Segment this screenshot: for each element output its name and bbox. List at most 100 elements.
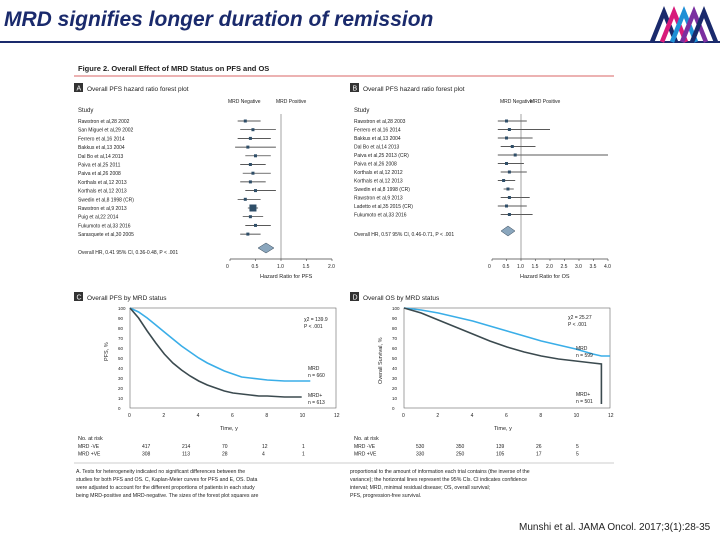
forest-overall-diamond [257,242,275,254]
at-risk-value: 417 [142,444,151,450]
km-curve [129,307,302,398]
forest-study-label: Rawstron et al,9 2013 [354,196,403,202]
at-risk-value: 5 [576,444,579,450]
axis-tick-label: 8 [539,413,542,419]
panel-a-title: Overall PFS hazard ratio forest plot [87,86,189,93]
panel-d-neg-label: MRD [576,346,588,352]
axis-tick-label: 2.5 [561,264,568,270]
panel-b-letter: B [353,86,358,93]
forest-study-label: Paiva et al,25 2013 (CR) [354,153,409,159]
panel-c-x-label: Time, y [220,426,238,432]
forest-study-label: Korthals et al,12 2012 [354,170,403,176]
axis-tick-label: 20 [392,386,398,391]
forest-square [506,187,510,191]
axis-tick-label: 90 [118,316,124,321]
at-risk-label: MRD -VE [78,444,100,450]
panel-b-overall: Overall HR, 0.57 95% CI, 0.46-0.71, P < … [354,232,454,238]
panel-d-at-risk-title: No. at risk [354,436,379,442]
panel-d-y-label: Overall Survival, % [378,337,384,384]
at-risk-value: 214 [182,444,191,450]
forest-study-label: Puig et al,22 2014 [78,215,119,221]
panel-a-x-label: Hazard Ratio for PFS [260,274,313,280]
panel-c-at-risk-title: No. at risk [78,436,103,442]
forest-study-label: Rawstron et al,28 2003 [354,119,406,125]
forest-square [507,196,511,199]
axis-tick-label: 70 [392,336,398,341]
axis-tick-label: 30 [392,376,398,381]
forest-square [251,171,255,175]
forest-square [248,163,252,166]
forest-square [248,215,252,219]
axis-tick-label: 12 [608,413,614,419]
forest-study-label: Dal Bo et al,14 2013 [78,154,124,160]
forest-square [243,119,247,123]
slide-title: MRD signifies longer duration of remissi… [4,8,434,31]
at-risk-value: 12 [262,444,268,450]
footnote-line: PFS, progression-free survival. [350,493,421,499]
forest-square [510,145,514,148]
axis-tick-label: 6 [505,413,508,419]
axis-tick-label: 2.0 [546,264,553,270]
axis-tick-label: 12 [334,413,340,419]
forest-square [513,153,517,157]
forest-study-label: Korthals et al,12 2013 [354,179,403,185]
at-risk-value: 308 [142,452,151,458]
axis-tick-label: 60 [392,346,398,351]
footnote-line: proportional to the amount of informatio… [350,469,530,475]
panel-a-forest-plot: A Overall PFS hazard ratio forest plot S… [74,83,335,280]
axis-tick-label: 2 [162,413,165,419]
km-curve [403,307,610,357]
panel-c-pos-label: MRD+ [308,393,322,399]
panel-c-neg-label: MRD [308,366,320,372]
axis-tick-label: 4 [471,413,474,419]
forest-study-label: Rawstron et al,28 2002 [78,119,130,125]
at-risk-value: 330 [416,452,425,458]
at-risk-value: 1 [302,444,305,450]
at-risk-label: MRD +VE [78,452,101,458]
forest-study-label: Paiva et al,26 2008 [78,171,121,177]
panel-c-y-label: PFS, % [104,342,110,361]
forest-study-label: Swedin et al,8 1998 (CR) [354,187,410,193]
axis-tick-label: 90 [392,316,398,321]
axis-tick-label: 4 [197,413,200,419]
axis-tick-label: 0 [128,413,131,419]
forest-square [249,204,257,212]
axis-tick-label: 10 [574,413,580,419]
forest-study-label: Bakkus et al,13 2004 [354,136,401,142]
axis-tick-label: 100 [392,306,400,311]
axis-tick-label: 40 [392,366,398,371]
forest-square [243,197,247,201]
forest-square [507,213,511,216]
journal-figure: Figure 2. Overall Effect of MRD Status o… [74,64,614,499]
at-risk-value: 113 [182,452,190,458]
forest-study-label: Ferrero et al,16 2014 [78,136,125,142]
axis-tick-label: 50 [392,356,398,361]
panel-a-letter: A [77,86,82,93]
at-risk-value: 530 [416,444,425,450]
axis-tick-label: 4.0 [604,264,611,270]
panel-c-stat-1: χ2 = 139.9 [304,317,328,323]
axis-tick-label: 10 [392,396,398,401]
km-curve [129,307,311,382]
axis-tick-label: 3.0 [575,264,582,270]
panel-d-title: Overall OS by MRD status [363,295,440,302]
forest-overall-diamond [500,225,516,237]
axis-tick-label: 10 [118,396,124,401]
axis-tick-label: 6 [231,413,234,419]
panel-d-x-label: Time, y [494,426,512,432]
at-risk-value: 17 [536,452,542,458]
footnote-line: being MRD-positive and MRD-negative. The… [76,493,259,499]
title-underline [0,41,720,43]
forest-square [246,145,250,149]
forest-square [254,189,257,193]
axis-tick-label: 0 [118,406,121,411]
axis-tick-label: 3.5 [590,264,597,270]
axis-tick-label: 40 [118,366,124,371]
forest-study-label: Korthals et al,12 2013 [78,189,127,195]
panel-c-stat-2: P < .001 [304,324,323,330]
at-risk-value: 105 [496,452,505,458]
footnote-line: A. Tests for heterogeneity indicated no … [76,469,245,475]
axis-tick-label: 1.5 [303,264,310,270]
forest-square [507,128,511,131]
at-risk-value: 250 [456,452,465,458]
